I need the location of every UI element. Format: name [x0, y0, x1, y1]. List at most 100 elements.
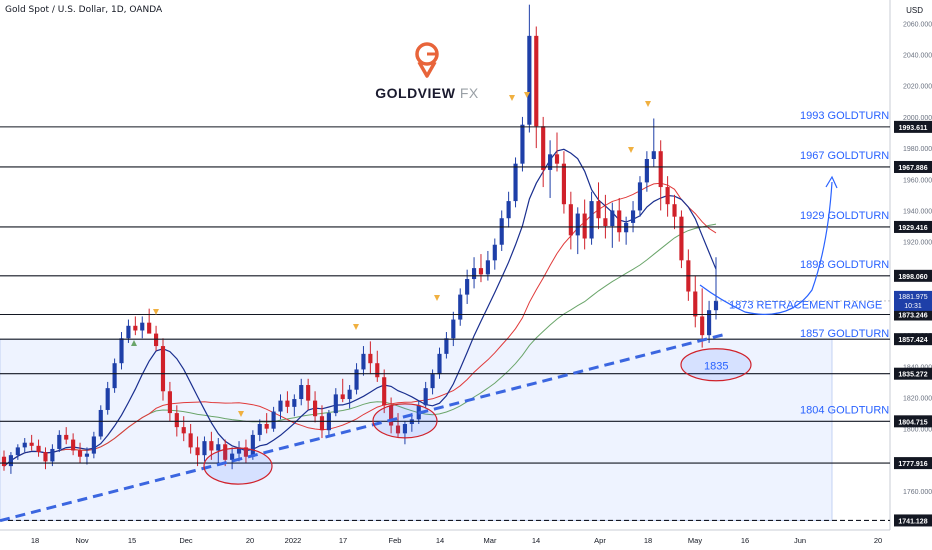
candle — [216, 438, 221, 463]
candle-body — [430, 374, 435, 389]
candle — [64, 427, 69, 445]
candle — [672, 194, 677, 230]
y-tick-label: 2000.000 — [903, 115, 932, 122]
candle — [133, 316, 138, 336]
signal-marker — [645, 101, 651, 107]
candle-body — [57, 434, 62, 449]
candle — [402, 420, 408, 445]
countdown-text: 10:31 — [904, 303, 922, 310]
candle — [368, 341, 373, 375]
candle-body — [77, 450, 83, 457]
y-tick-label: 1960.000 — [903, 177, 932, 184]
candle — [91, 431, 96, 459]
candle-body — [630, 210, 636, 223]
candle-body — [575, 213, 580, 236]
swing-low-ellipse — [680, 348, 752, 382]
candle-body — [568, 204, 573, 236]
candle — [451, 311, 456, 347]
candle-body — [29, 442, 34, 446]
candle-body — [105, 388, 110, 410]
candle — [713, 257, 719, 320]
candle-body — [71, 439, 76, 451]
candle — [596, 182, 601, 230]
candle-body — [250, 434, 255, 457]
level-price-tag-text: 1741.128 — [898, 518, 927, 525]
candle — [499, 210, 504, 251]
candle — [154, 325, 159, 351]
candle-body — [554, 154, 560, 164]
candle-body — [465, 279, 470, 295]
level-price-tag-text: 1835.272 — [898, 372, 927, 379]
candle-body — [644, 159, 649, 183]
x-tick-label: May — [688, 536, 702, 545]
candle-body — [437, 353, 442, 375]
candle-body — [126, 325, 131, 339]
candle — [651, 118, 656, 167]
candle-body — [319, 416, 325, 431]
candle — [554, 132, 560, 172]
level-price-tag-text: 1967.886 — [898, 165, 927, 172]
candle — [105, 381, 110, 415]
projection-arrow-head — [825, 175, 838, 189]
candle-body — [340, 394, 345, 400]
candle-body — [98, 409, 103, 437]
candle — [603, 194, 608, 239]
candle-body — [174, 413, 179, 428]
candle-body — [119, 338, 124, 364]
candle — [292, 394, 297, 417]
candle-body — [382, 377, 387, 406]
candle — [679, 210, 684, 269]
candle — [513, 157, 518, 208]
candle — [84, 447, 90, 465]
level-price-tag-text: 1777.916 — [898, 461, 927, 468]
candle-body — [679, 216, 684, 261]
candle-body — [520, 124, 525, 164]
candle — [188, 424, 193, 454]
candle-body — [299, 385, 304, 400]
logo-wordmark: GOLDVIEW FX — [372, 85, 482, 101]
candle — [29, 434, 34, 451]
x-tick-label: 17 — [339, 536, 347, 545]
candle-body — [112, 363, 117, 389]
candle — [257, 419, 262, 442]
candle — [119, 332, 124, 370]
candle — [582, 199, 587, 250]
candle-body — [513, 163, 518, 202]
signal-marker — [153, 309, 159, 315]
x-tick-label: 14 — [532, 536, 540, 545]
candle-body — [596, 201, 601, 219]
level-price-tag — [894, 514, 932, 527]
signal-marker — [434, 295, 440, 301]
y-tick-label: 1760.000 — [903, 489, 932, 496]
y-tick-label: 2060.000 — [903, 21, 932, 28]
candle-body — [485, 260, 490, 275]
candle — [375, 350, 380, 382]
swing-low-ellipse — [203, 447, 273, 485]
candle-body — [188, 433, 193, 448]
candle-body — [43, 452, 48, 462]
candle — [306, 378, 311, 410]
candle — [423, 381, 428, 409]
level-price-tag-text: 1993.611 — [899, 125, 928, 132]
level-price-tag — [894, 120, 932, 133]
level-price-tag-text: 1804.715 — [898, 419, 927, 426]
signal-marker — [628, 147, 634, 153]
x-tick-label: Mar — [484, 536, 497, 545]
level-price-tag — [894, 308, 932, 321]
candle-body — [665, 187, 670, 205]
candle-body — [216, 444, 221, 451]
level-price-tag — [894, 269, 932, 282]
x-tick-label: 20 — [246, 536, 254, 545]
candle-body — [707, 310, 712, 336]
candle-body — [147, 322, 152, 334]
candle-body — [264, 424, 269, 429]
candle-body — [423, 388, 428, 406]
candle — [534, 26, 539, 149]
level-price-tag-text: 1898.060 — [898, 274, 927, 281]
candle — [333, 388, 338, 417]
candle — [561, 151, 566, 214]
candle — [285, 391, 290, 414]
candle-body — [243, 447, 249, 457]
candle-body — [492, 244, 497, 261]
